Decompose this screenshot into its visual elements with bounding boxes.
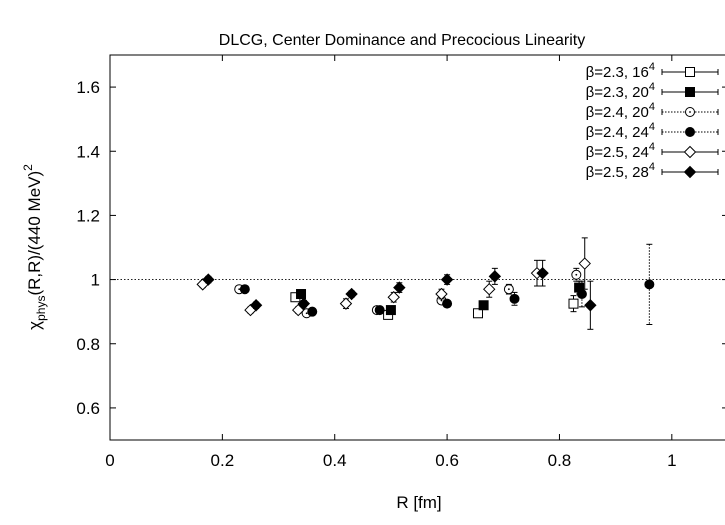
data-point	[478, 300, 489, 311]
x-tick-label: 0.6	[435, 451, 459, 470]
data-point	[202, 273, 215, 286]
marker-dot	[440, 299, 443, 302]
y-axis-label: χphys(R,R)/(440 MeV)2	[21, 164, 48, 330]
x-tick-label: 0.8	[548, 451, 572, 470]
legend-label-sup: 4	[649, 81, 655, 93]
data-point	[683, 145, 697, 159]
data-point	[578, 257, 591, 270]
marker-dot	[238, 288, 241, 291]
marker-dot	[689, 111, 691, 113]
legend-label-sup: 4	[649, 121, 655, 133]
legend-item: β=2.4, 244	[586, 121, 719, 141]
series	[290, 292, 579, 320]
legend-label-text: β=2.5, 28	[586, 164, 649, 181]
legend-item: β=2.5, 284	[586, 161, 719, 181]
data-point	[339, 297, 353, 310]
legend-label: β=2.4, 204	[586, 101, 655, 121]
legend-item: β=2.5, 244	[586, 141, 719, 161]
series	[239, 243, 655, 325]
data-point	[536, 266, 549, 280]
y-tick-label: 1.2	[76, 206, 100, 225]
y-tick-label: 1	[91, 271, 100, 290]
legend-item: β=2.4, 204	[586, 101, 719, 121]
marker-dot	[575, 273, 578, 276]
data-point	[584, 299, 597, 312]
x-axis: 0 0.2 0.4 0.6 0.8 1	[105, 55, 677, 470]
y-tick-label: 1.4	[76, 142, 100, 161]
data-point	[488, 270, 502, 283]
legend-label: β=2.3, 164	[586, 61, 655, 81]
data-point	[483, 283, 496, 296]
data-point	[440, 273, 454, 286]
data-point	[249, 299, 263, 312]
legend-label-sup: 4	[649, 161, 655, 173]
data-point	[509, 293, 520, 304]
marker-dot	[507, 288, 510, 291]
data-point	[345, 287, 358, 301]
legend-label-text: β=2.3, 20	[586, 84, 649, 101]
x-tick-label: 0.2	[211, 451, 235, 470]
series	[234, 267, 582, 319]
y-tick-label: 0.6	[76, 399, 100, 418]
data-point	[442, 298, 453, 309]
data-point	[296, 289, 307, 300]
data-point	[297, 297, 311, 310]
data-point	[685, 127, 695, 137]
data-point	[568, 298, 579, 309]
data-point	[385, 305, 396, 316]
data-point	[387, 291, 400, 304]
legend-label-text: β=2.3, 16	[586, 64, 649, 81]
series	[202, 259, 597, 330]
plot-border	[109, 54, 725, 441]
legend-item: β=2.3, 204	[586, 81, 719, 101]
data-point	[576, 289, 587, 300]
x-tick-label: 0.4	[323, 451, 347, 470]
y-tick-label: 0.8	[76, 335, 100, 354]
data-point	[685, 67, 695, 77]
legend-label: β=2.5, 244	[586, 141, 655, 161]
legend-item: β=2.3, 164	[586, 61, 719, 81]
data-point	[374, 305, 385, 316]
legend-label-sup: 4	[649, 61, 655, 73]
legend-label-text: β=2.4, 24	[586, 124, 649, 141]
data-point	[683, 165, 697, 179]
legend-label: β=2.3, 204	[586, 81, 655, 101]
data-layer	[196, 237, 655, 330]
marker-dot	[305, 312, 308, 315]
x-axis-label: R [fm]	[396, 493, 441, 512]
plot-frame	[109, 54, 725, 441]
data-point	[239, 284, 250, 295]
legend-label-sup: 4	[649, 101, 655, 113]
legend-label: β=2.4, 244	[586, 121, 655, 141]
y-axis: 0.6 0.8 1 1.2 1.4 1.6	[76, 78, 725, 418]
data-point	[393, 281, 406, 294]
data-point	[435, 287, 448, 301]
data-point	[644, 279, 655, 290]
x-tick-label: 0	[105, 451, 114, 470]
data-point	[685, 87, 695, 97]
legend-label: β=2.5, 284	[586, 161, 655, 181]
legend-label-sup: 4	[649, 141, 655, 153]
legend-label-text: β=2.5, 24	[586, 144, 649, 161]
y-tick-label: 1.6	[76, 78, 100, 97]
data-point	[307, 306, 318, 317]
data-point	[472, 308, 483, 319]
chart-title: DLCG, Center Dominance and Precocious Li…	[219, 32, 585, 49]
legend-label-text: β=2.4, 20	[586, 104, 649, 121]
x-tick-label: 1	[667, 451, 676, 470]
